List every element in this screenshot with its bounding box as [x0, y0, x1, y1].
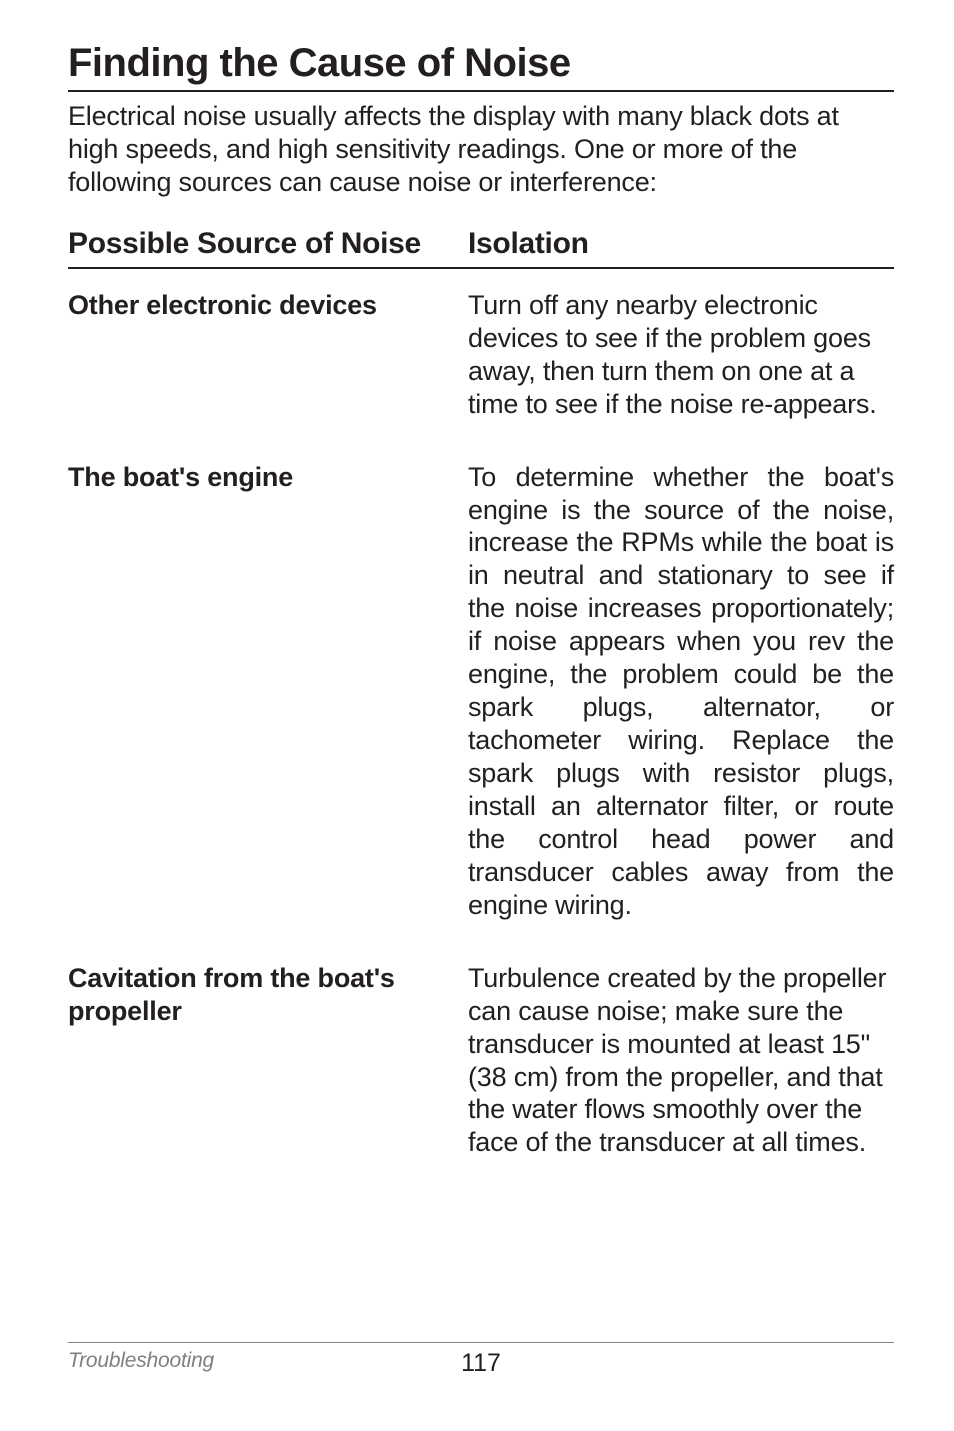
footer-line: Troubleshooting 117 — [68, 1349, 894, 1373]
table-header-row: Possible Source of Noise Isolation — [68, 227, 894, 269]
row-label-other-devices: Other electronic devices — [68, 289, 468, 421]
title-rule — [68, 90, 894, 92]
column-header-source: Possible Source of Noise — [68, 227, 468, 261]
footer-page-number: 117 — [461, 1349, 501, 1378]
row-text-boat-engine: To determine whether the boat's engine i… — [468, 461, 894, 922]
row-text-other-devices: Turn off any nearby electronic devices t… — [468, 289, 894, 421]
row-label-boat-engine: The boat's engine — [68, 461, 468, 922]
row-label-cavitation: Cavitation from the boat's propeller — [68, 962, 468, 1160]
table-row: The boat's engine To determine whether t… — [68, 461, 894, 922]
column-header-isolation: Isolation — [468, 227, 894, 261]
row-text-cavitation: Turbulence created by the propeller can … — [468, 962, 894, 1160]
footer-section-label: Troubleshooting — [68, 1349, 214, 1373]
footer-rule — [68, 1342, 894, 1343]
table-row: Other electronic devices Turn off any ne… — [68, 289, 894, 421]
page: Finding the Cause of Noise Electrical no… — [0, 0, 954, 1431]
page-title: Finding the Cause of Noise — [68, 42, 894, 84]
page-footer: Troubleshooting 117 — [68, 1342, 894, 1373]
intro-paragraph: Electrical noise usually affects the dis… — [68, 100, 894, 199]
table-row: Cavitation from the boat's propeller Tur… — [68, 962, 894, 1160]
